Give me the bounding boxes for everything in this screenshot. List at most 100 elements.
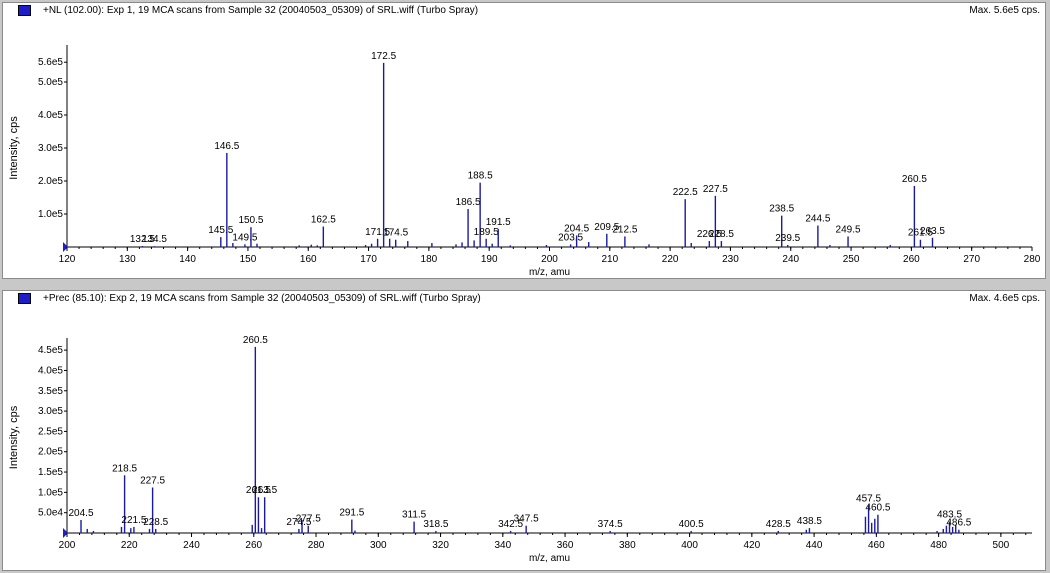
spectrum-panel-bottom: +Prec (85.10): Exp 2, 19 MCA scans from … <box>2 290 1046 571</box>
x-tick-label: 170 <box>360 254 377 265</box>
spectrum-title-top: +NL (102.00): Exp 1, 19 MCA scans from S… <box>43 5 479 16</box>
peak-label: 263.5 <box>920 226 945 237</box>
x-tick-label: 210 <box>601 254 618 265</box>
peak-label: 228.5 <box>143 517 168 528</box>
x-tick-label: 480 <box>930 540 947 551</box>
peak-label: 318.5 <box>423 519 448 530</box>
peak-label: 132.5 <box>130 234 155 245</box>
y-tick-label: 2.0e5 <box>38 447 63 458</box>
peak-label: 244.5 <box>805 214 830 225</box>
origin-marker-icon <box>63 528 68 538</box>
peak-label: 146.5 <box>214 141 239 152</box>
y-axis-label: Intensity, cps <box>8 116 20 180</box>
peak-label: 174.5 <box>383 228 408 239</box>
peak-label: 191.5 <box>486 217 511 228</box>
peak-label: 226.5 <box>697 229 722 240</box>
x-tick-label: 300 <box>370 540 387 551</box>
peak-label: 428.5 <box>766 519 791 530</box>
spectrum-chart-top: 120 130 140 150 160 170 180 190 200 210 220 230 240 2… <box>8 45 1041 278</box>
peak-label: 134.5 <box>142 234 167 245</box>
peak-label: 438.5 <box>797 516 822 527</box>
y-tick-label: 2.0e5 <box>38 176 63 187</box>
y-tick-label: 4.5e5 <box>38 345 63 356</box>
peak-label: 189.5 <box>474 227 499 238</box>
x-tick-label: 180 <box>421 254 438 265</box>
origin-marker-icon <box>63 242 68 252</box>
x-tick-label: 200 <box>59 540 76 551</box>
peak-label: 249.5 <box>836 224 861 235</box>
y-axis-label: Intensity, cps <box>8 405 20 469</box>
pane-marker-icon[interactable] <box>18 5 31 16</box>
y-tick-label: 2.5e5 <box>38 426 63 437</box>
x-tick-label: 230 <box>722 254 739 265</box>
pane-marker-icon[interactable] <box>18 293 31 304</box>
x-tick-label: 270 <box>963 254 980 265</box>
peak-label: 149.5 <box>232 232 257 243</box>
max-intensity-bottom: Max. 4.6e5 cps. <box>969 293 1040 304</box>
x-tick-label: 240 <box>782 254 799 265</box>
peak-label: 221.5 <box>121 515 146 526</box>
peak-label: 145.5 <box>208 225 233 236</box>
x-tick-label: 260 <box>245 540 262 551</box>
peak-label: 162.5 <box>311 215 336 226</box>
peak-label: 483.5 <box>937 510 962 521</box>
peak-label: 204.5 <box>564 223 589 234</box>
y-tick-label: 5.0e4 <box>38 508 63 519</box>
max-intensity-top: Max. 5.6e5 cps. <box>969 5 1040 16</box>
y-tick-label: 1.5e5 <box>38 467 63 478</box>
peak-label: 260.5 <box>902 174 927 185</box>
y-tick-label: 5.6e5 <box>38 57 63 68</box>
peak-label: 222.5 <box>673 187 698 198</box>
x-tick-label: 240 <box>183 540 200 551</box>
x-tick-label: 400 <box>681 540 698 551</box>
peak-label: 311.5 <box>402 510 427 521</box>
y-tick-label: 3.0e5 <box>38 143 63 154</box>
x-tick-label: 320 <box>432 540 449 551</box>
x-tick-label: 420 <box>743 540 760 551</box>
peak-label: 239.5 <box>775 233 800 244</box>
x-tick-label: 220 <box>121 540 138 551</box>
y-tick-label: 4.0e5 <box>38 110 63 121</box>
x-tick-label: 160 <box>300 254 317 265</box>
peak-label: 260.5 <box>243 335 268 346</box>
peak-label: 263.5 <box>252 485 277 496</box>
x-tick-label: 280 <box>1024 254 1041 265</box>
peak-label: 347.5 <box>514 514 539 525</box>
spectrum-header-bottom: +Prec (85.10): Exp 2, 19 MCA scans from … <box>3 291 1045 307</box>
peak-label: 228.5 <box>709 229 734 240</box>
peak-label: 274.5 <box>286 517 311 528</box>
peak-label: 227.5 <box>140 475 165 486</box>
x-axis-label: m/z, amu <box>529 553 570 564</box>
x-tick-label: 130 <box>119 254 136 265</box>
x-tick-label: 360 <box>557 540 574 551</box>
x-tick-label: 260 <box>903 254 920 265</box>
x-tick-label: 460 <box>868 540 885 551</box>
peak-label: 460.5 <box>865 503 890 514</box>
x-axis-label: m/z, amu <box>529 267 570 278</box>
x-tick-label: 250 <box>843 254 860 265</box>
peak-label: 171.5 <box>365 227 390 238</box>
peak-label: 400.5 <box>679 519 704 530</box>
peak-label: 238.5 <box>769 204 794 215</box>
spectrum-title-bottom: +Prec (85.10): Exp 2, 19 MCA scans from … <box>43 293 481 304</box>
y-tick-label: 3.0e5 <box>38 406 63 417</box>
peak-label: 204.5 <box>68 508 93 519</box>
x-tick-label: 200 <box>541 254 558 265</box>
peak-label: 186.5 <box>456 197 481 208</box>
spectrum-panel-top: +NL (102.00): Exp 1, 19 MCA scans from S… <box>2 2 1046 279</box>
x-tick-label: 220 <box>662 254 679 265</box>
peak-label: 261.5 <box>908 228 933 239</box>
x-tick-label: 120 <box>59 254 76 265</box>
peak-label: 150.5 <box>238 215 263 226</box>
peak-label: 374.5 <box>598 519 623 530</box>
peak-label: 486.5 <box>946 518 971 529</box>
peak-label: 172.5 <box>371 51 396 62</box>
peak-label: 342.5 <box>498 519 523 530</box>
x-tick-label: 140 <box>179 254 196 265</box>
spectrum-header-top: +NL (102.00): Exp 1, 19 MCA scans from S… <box>3 3 1045 19</box>
x-tick-label: 280 <box>308 540 325 551</box>
x-tick-label: 190 <box>481 254 498 265</box>
peak-label: 218.5 <box>112 463 137 474</box>
y-tick-label: 1.0e5 <box>38 209 63 220</box>
y-tick-label: 3.5e5 <box>38 386 63 397</box>
